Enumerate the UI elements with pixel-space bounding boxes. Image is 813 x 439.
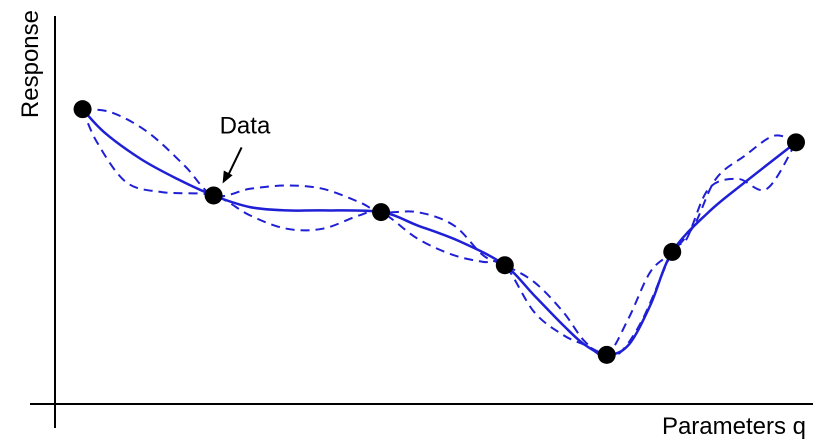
annotation-group: Data <box>220 112 271 183</box>
data-point-7 <box>787 133 805 151</box>
annotation-arrowhead <box>223 171 233 184</box>
data-point-3 <box>372 203 390 221</box>
data-point-2 <box>205 186 223 204</box>
data-point-5 <box>598 346 616 364</box>
data-annotation: Data <box>220 112 271 139</box>
data-point-4 <box>496 256 514 274</box>
y-axis-label: Response <box>17 10 44 118</box>
data-point-6 <box>663 243 681 261</box>
data-point-1 <box>74 100 92 118</box>
axes <box>30 16 813 428</box>
x-axis-label: Parameters q <box>662 413 806 439</box>
curves <box>83 109 796 356</box>
